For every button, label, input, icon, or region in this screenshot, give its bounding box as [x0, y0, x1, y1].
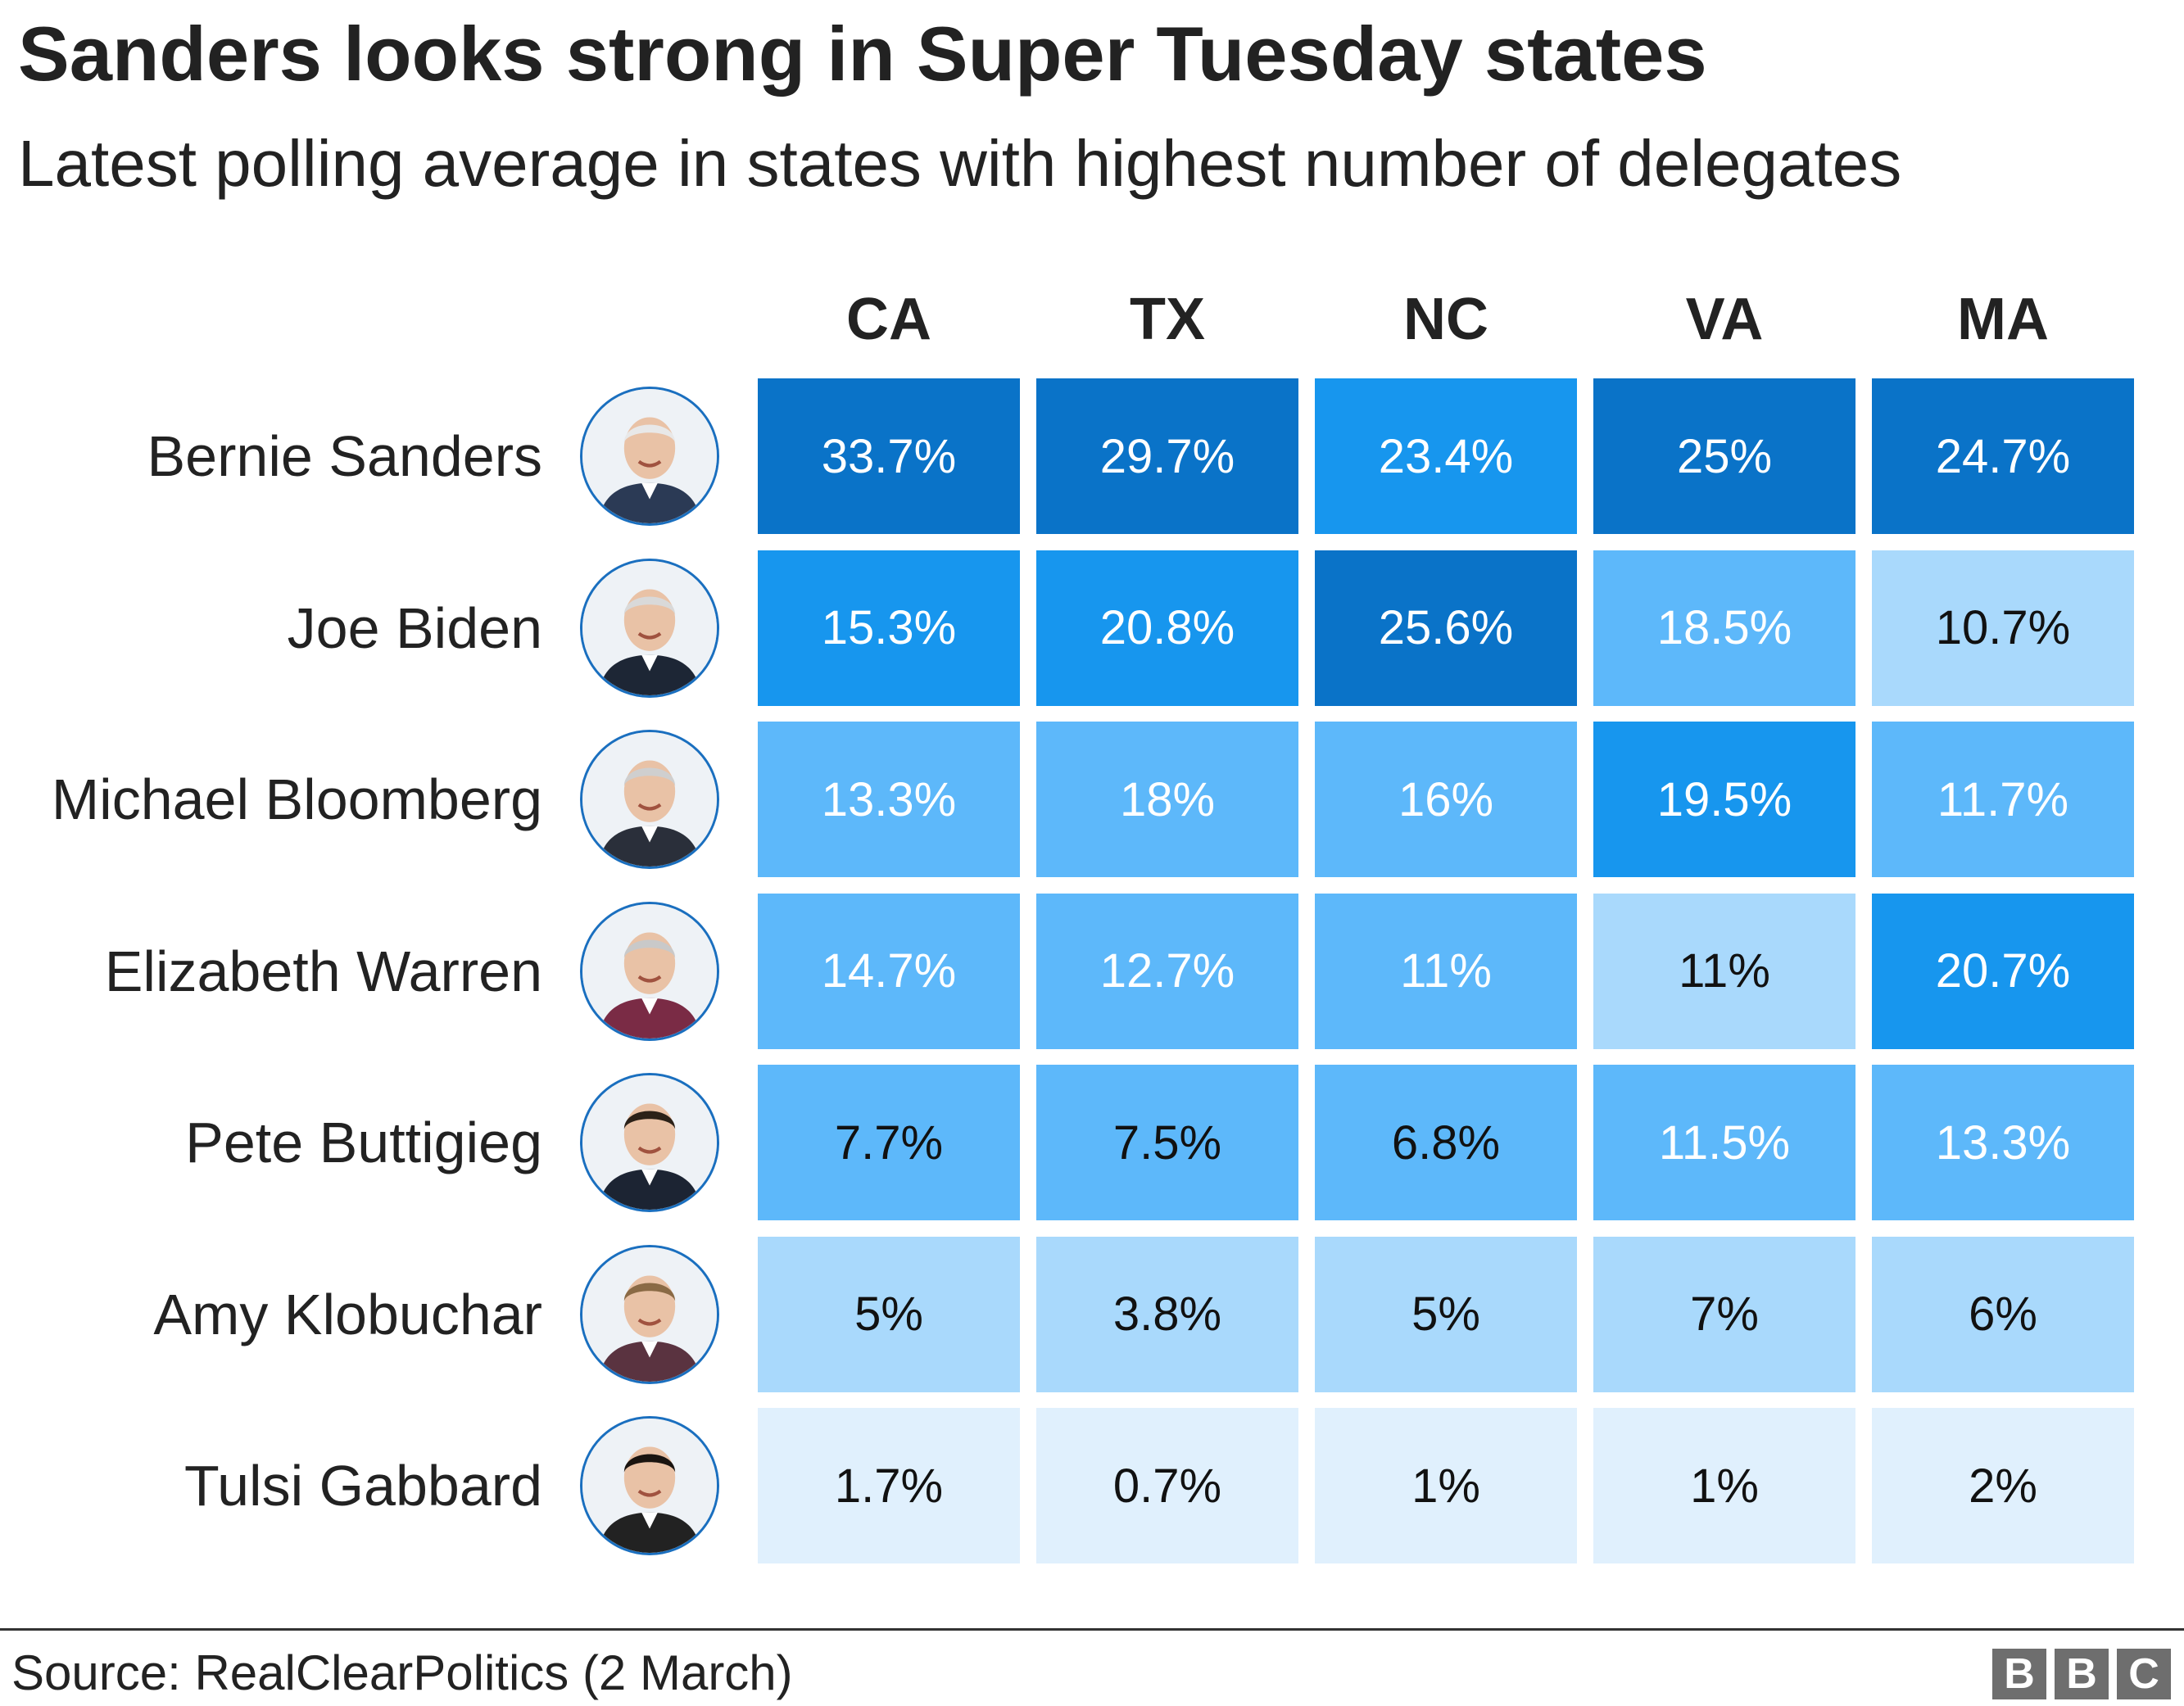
- poll-cell-va: 1%: [1593, 1408, 1855, 1563]
- source-note: Source: RealClearPolitics (2 March): [11, 1645, 793, 1700]
- poll-cell-va: 25%: [1593, 378, 1855, 534]
- bernie-sanders-avatar: [580, 387, 719, 526]
- poll-cell-ma: 24.7%: [1872, 378, 2134, 534]
- poll-cell-ma: 2%: [1872, 1408, 2134, 1563]
- poll-cell-ma: 20.7%: [1872, 893, 2134, 1049]
- column-header-va: VA: [1685, 287, 1764, 352]
- bbc-logo-letter: B: [1992, 1649, 2046, 1699]
- tulsi-gabbard-avatar: [580, 1416, 719, 1555]
- amy-klobuchar-avatar: [580, 1244, 719, 1384]
- candidate-name: Tulsi Gabbard: [184, 1454, 542, 1518]
- poll-cell-tx: 0.7%: [1036, 1408, 1298, 1563]
- candidate-name: Michael Bloomberg: [51, 767, 542, 831]
- candidate-name: Joe Biden: [287, 595, 542, 660]
- poll-cell-ca: 1.7%: [758, 1408, 1020, 1563]
- poll-cell-nc: 16%: [1315, 722, 1577, 877]
- poll-cell-tx: 20.8%: [1036, 550, 1298, 706]
- poll-cell-ma: 10.7%: [1872, 550, 2134, 706]
- poll-cell-nc: 5%: [1315, 1236, 1577, 1392]
- poll-cell-ca: 33.7%: [758, 378, 1020, 534]
- poll-cell-nc: 6.8%: [1315, 1065, 1577, 1220]
- poll-cell-ma: 13.3%: [1872, 1065, 2134, 1220]
- bbc-logo-letter: B: [2055, 1649, 2109, 1699]
- poll-cell-tx: 12.7%: [1036, 893, 1298, 1049]
- bbc-logo: B B C: [1992, 1649, 2171, 1699]
- poll-cell-va: 18.5%: [1593, 550, 1855, 706]
- poll-cell-tx: 18%: [1036, 722, 1298, 877]
- joe-biden-avatar: [580, 558, 719, 698]
- poll-cell-va: 19.5%: [1593, 722, 1855, 877]
- poll-cell-nc: 25.6%: [1315, 550, 1577, 706]
- michael-bloomberg-avatar: [580, 730, 719, 869]
- poll-cell-ca: 14.7%: [758, 893, 1020, 1049]
- column-header-nc: NC: [1403, 287, 1488, 352]
- poll-cell-ma: 6%: [1872, 1236, 2134, 1392]
- poll-cell-va: 7%: [1593, 1236, 1855, 1392]
- candidate-name: Pete Buttigieg: [185, 1111, 542, 1174]
- candidate-name: Amy Klobuchar: [153, 1282, 542, 1346]
- column-header-tx: TX: [1129, 287, 1205, 352]
- column-header-ca: CA: [846, 287, 931, 352]
- pete-buttigieg-avatar: [580, 1073, 719, 1212]
- poll-cell-ca: 15.3%: [758, 550, 1020, 706]
- chart-subtitle: Latest polling average in states with hi…: [18, 127, 1902, 200]
- bbc-logo-letter: C: [2117, 1649, 2171, 1699]
- candidate-name: Elizabeth Warren: [104, 939, 542, 1003]
- poll-cell-va: 11.5%: [1593, 1065, 1855, 1220]
- poll-cell-nc: 1%: [1315, 1408, 1577, 1563]
- poll-cell-tx: 7.5%: [1036, 1065, 1298, 1220]
- poll-cell-nc: 23.4%: [1315, 378, 1577, 534]
- poll-cell-ca: 5%: [758, 1236, 1020, 1392]
- footer-divider: [0, 1628, 2184, 1631]
- poll-cell-ma: 11.7%: [1872, 722, 2134, 877]
- poll-cell-nc: 11%: [1315, 893, 1577, 1049]
- column-header-ma: MA: [1957, 287, 2049, 352]
- poll-cell-tx: 29.7%: [1036, 378, 1298, 534]
- poll-cell-va: 11%: [1593, 893, 1855, 1049]
- poll-cell-ca: 13.3%: [758, 722, 1020, 877]
- poll-cell-tx: 3.8%: [1036, 1236, 1298, 1392]
- poll-cell-ca: 7.7%: [758, 1065, 1020, 1220]
- chart-title: Sanders looks strong in Super Tuesday st…: [18, 11, 1707, 97]
- candidate-name: Bernie Sanders: [147, 424, 542, 488]
- elizabeth-warren-avatar: [580, 901, 719, 1041]
